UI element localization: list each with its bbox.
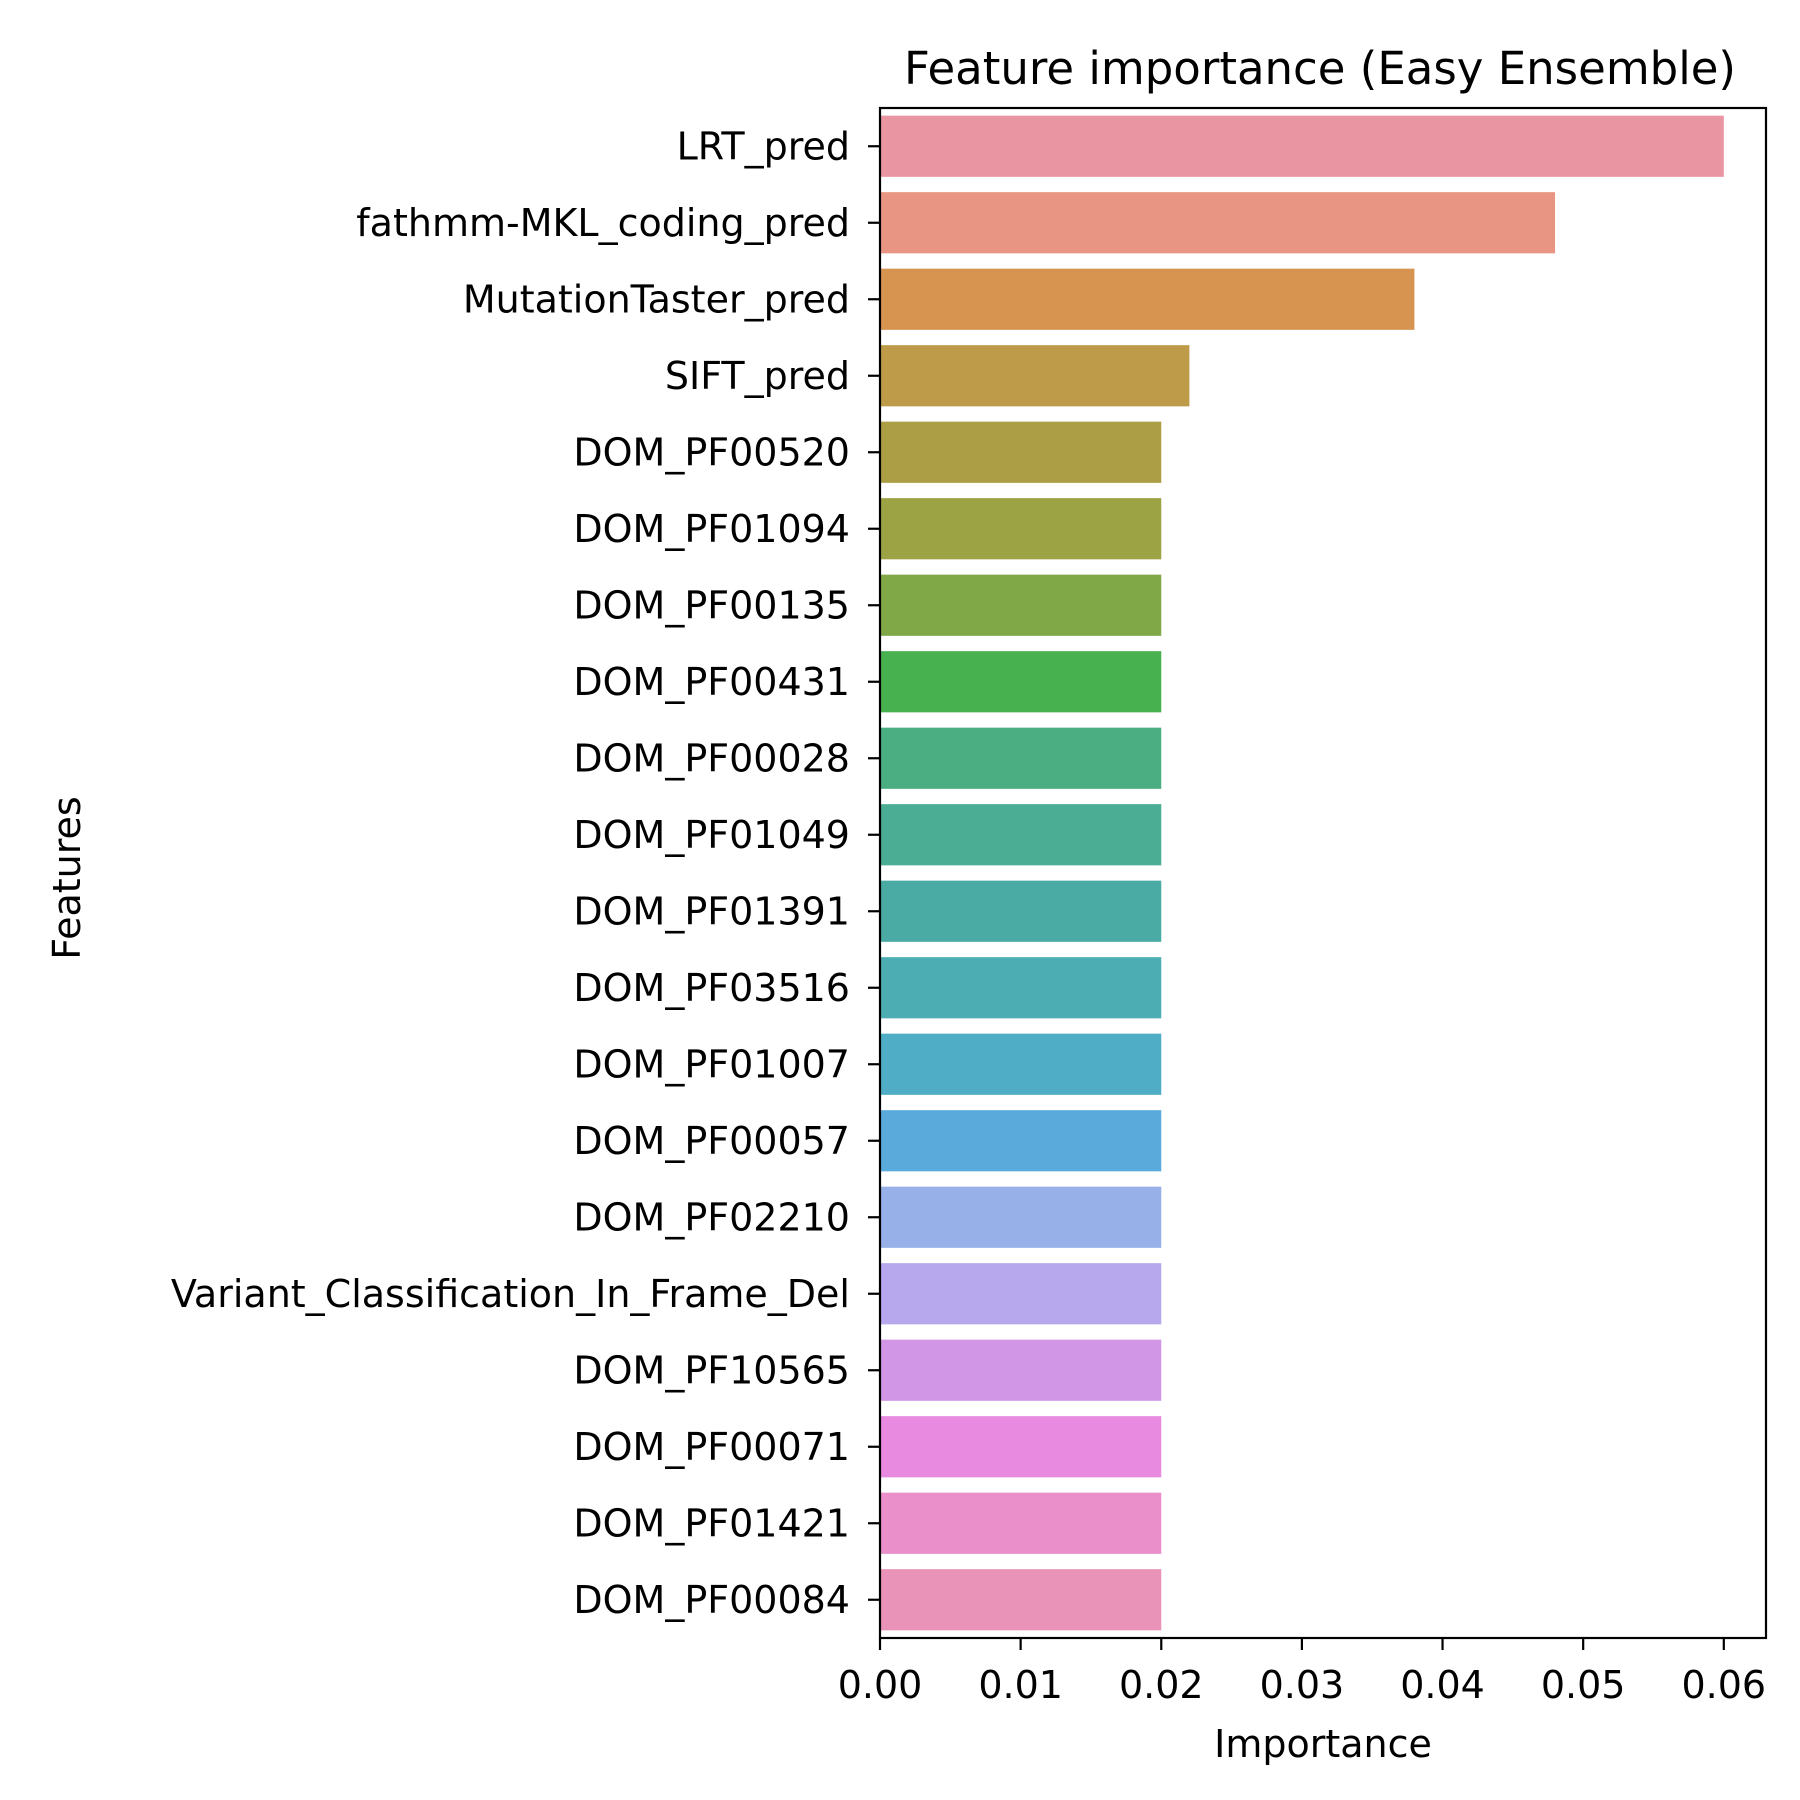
bar-14 [880,1110,1162,1172]
bar-5 [880,421,1162,483]
bar-9 [880,727,1162,789]
y-tick-label: DOM_PF01094 [573,507,850,551]
plot-frame [878,106,1768,1640]
bar-13 [880,1033,1162,1095]
y-tick-label: SIFT_pred [665,354,850,398]
bar-20 [880,1569,1162,1631]
x-tick-label: 0.06 [1682,1663,1767,1707]
bar-3 [880,268,1415,330]
y-tick-label: DOM_PF00135 [573,583,850,627]
bar-11 [880,880,1162,942]
y-tick-label: DOM_PF10565 [573,1348,850,1392]
y-tick-label: DOM_PF00057 [573,1119,850,1163]
x-tick-label: 0.00 [838,1663,923,1707]
bar-18 [880,1416,1162,1478]
y-tick-label: DOM_PF00028 [573,736,850,780]
bar-4 [880,345,1190,407]
y-tick-labels: LRT_pred fathmm-MKL_coding_pred MutationTa… [171,124,880,1622]
y-tick-label: DOM_PF00084 [573,1578,850,1622]
y-tick-label: DOM_PF01421 [573,1501,850,1545]
chart-title: Feature importance (Easy Ensemble) [904,42,1736,95]
y-tick-label: DOM_PF03516 [573,966,850,1010]
bar-16 [880,1263,1162,1325]
y-axis-title: Features [45,796,89,959]
bar-12 [880,957,1162,1019]
bar-15 [880,1186,1162,1248]
bar-19 [880,1492,1162,1554]
x-tick-label: 0.04 [1400,1663,1485,1707]
y-tick-label: fathmm-MKL_coding_pred [356,201,850,245]
bar-2 [880,192,1556,254]
y-tick-label: MutationTaster_pred [463,277,850,321]
bar-8 [880,651,1162,713]
y-tick-label: DOM_PF01007 [573,1042,850,1086]
bar-1 [880,115,1724,177]
bar-7 [880,574,1162,636]
x-axis-title: Importance [1214,1722,1432,1766]
x-tick-label: 0.03 [1260,1663,1345,1707]
x-tick-label: 0.05 [1541,1663,1626,1707]
bar-6 [880,498,1162,560]
y-tick-label: DOM_PF00431 [573,660,850,704]
bar-10 [880,804,1162,866]
x-axis: 0.00 0.01 0.02 0.03 0.04 0.05 0.06 [838,1638,1766,1707]
x-tick-label: 0.01 [978,1663,1063,1707]
y-tick-label: DOM_PF01391 [573,889,850,933]
bar-17 [880,1339,1162,1401]
y-tick-label: DOM_PF02210 [573,1195,850,1239]
y-tick-label: DOM_PF00520 [573,430,850,474]
y-tick-label: Variant_Classification_In_Frame_Del [171,1272,850,1316]
y-tick-label: LRT_pred [677,124,850,168]
y-tick-label: DOM_PF01049 [573,813,850,857]
bars-layer [880,115,1724,1631]
y-tick-label: DOM_PF00071 [573,1425,850,1469]
x-tick-label: 0.02 [1119,1663,1204,1707]
